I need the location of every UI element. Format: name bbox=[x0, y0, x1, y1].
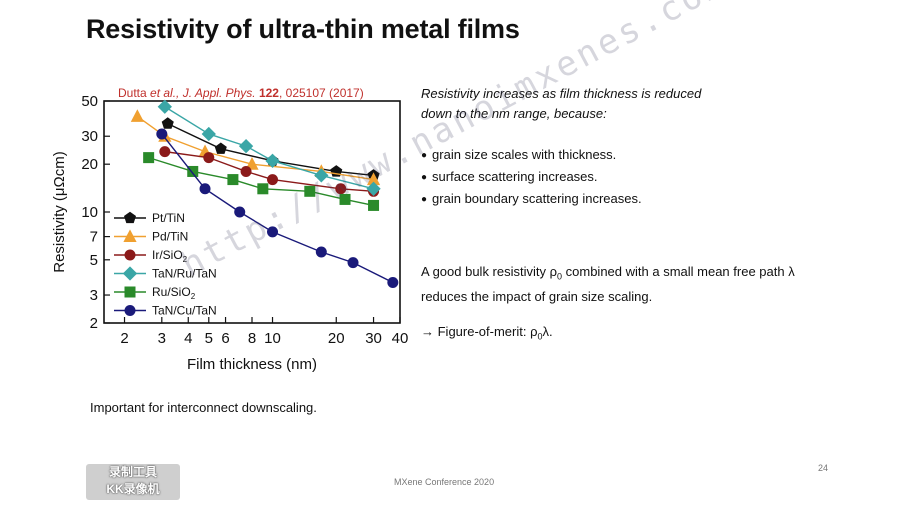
bulk-text-subscript: 0 bbox=[557, 271, 563, 282]
legend-label: Pt/TiN bbox=[152, 211, 185, 225]
x-tick-label: 8 bbox=[248, 330, 256, 347]
x-tick-label: 40 bbox=[392, 330, 409, 347]
data-point bbox=[245, 157, 259, 170]
legend-marker bbox=[124, 211, 136, 224]
footer-conference: MXene Conference 2020 bbox=[394, 477, 495, 487]
citation-etal: et al. bbox=[150, 86, 177, 100]
y-tick-label: 10 bbox=[81, 204, 98, 221]
data-point bbox=[347, 257, 359, 269]
data-point bbox=[257, 183, 269, 195]
page-number: 24 bbox=[818, 463, 829, 473]
x-axis-label: Film thickness (nm) bbox=[187, 356, 317, 373]
x-tick-label: 4 bbox=[184, 330, 192, 347]
data-point bbox=[156, 128, 168, 140]
reason-list: grain size scales with thickness. surfac… bbox=[421, 145, 642, 211]
data-point bbox=[159, 146, 171, 158]
data-point bbox=[143, 152, 155, 164]
data-point bbox=[227, 174, 239, 186]
data-point bbox=[201, 126, 216, 142]
legend-label: Pd/TiN bbox=[152, 230, 188, 244]
data-point bbox=[214, 142, 227, 154]
y-tick-label: 3 bbox=[90, 287, 98, 304]
fom-subscript: 0 bbox=[537, 331, 543, 342]
legend-marker bbox=[122, 266, 138, 281]
data-point bbox=[161, 117, 174, 129]
recorder-watermark-badge: 录制工具 KK录像机 bbox=[86, 464, 180, 500]
y-tick-label: 30 bbox=[81, 128, 98, 145]
y-tick-label: 2 bbox=[90, 315, 98, 332]
data-point bbox=[366, 181, 381, 196]
badge-line: 录制工具 bbox=[108, 465, 157, 479]
x-tick-label: 6 bbox=[221, 330, 229, 347]
legend-marker bbox=[123, 229, 137, 242]
intro-text: Resistivity increases as film thickness … bbox=[421, 86, 702, 121]
y-tick-label: 50 bbox=[81, 93, 98, 110]
legend-label: Ru/SiO2 bbox=[152, 285, 196, 301]
data-point bbox=[267, 174, 279, 186]
data-point bbox=[203, 152, 215, 164]
legend-marker bbox=[124, 249, 136, 261]
data-point bbox=[314, 168, 329, 183]
x-tick-label: 2 bbox=[120, 330, 128, 347]
data-point bbox=[387, 276, 399, 288]
data-point bbox=[366, 172, 381, 186]
data-point bbox=[130, 109, 144, 122]
chart-citation: Dutta et al., J. Appl. Phys. 122, 025107… bbox=[118, 86, 364, 100]
data-point bbox=[234, 206, 246, 218]
data-point bbox=[339, 193, 351, 205]
x-tick-label: 10 bbox=[264, 330, 281, 347]
data-point bbox=[315, 246, 327, 258]
fom-text-part: → Figure-of-merit: ρ bbox=[421, 324, 538, 339]
citation-volume: 122 bbox=[258, 86, 279, 100]
important-note: Important for interconnect downscaling. bbox=[90, 400, 317, 415]
x-tick-label: 3 bbox=[158, 330, 166, 347]
data-point bbox=[267, 226, 279, 238]
bulk-text-part: combined with a small mean free path λ r… bbox=[421, 264, 795, 304]
y-tick-label: 20 bbox=[81, 156, 98, 173]
legend-label: TaN/Ru/TaN bbox=[152, 267, 217, 281]
data-point bbox=[238, 138, 254, 154]
legend-marker bbox=[124, 305, 136, 316]
x-tick-label: 5 bbox=[205, 330, 213, 347]
reason-item: surface scattering increases. bbox=[421, 167, 642, 189]
x-tick-label: 20 bbox=[328, 330, 345, 347]
citation-authors: Dutta bbox=[118, 86, 151, 100]
data-point bbox=[240, 165, 252, 177]
reason-item: grain boundary scattering increases. bbox=[421, 189, 642, 211]
legend: Pt/TiN Pd/TiN Ir/SiO2 TaN/Ru/TaN Ru/SiO2 TaN/… bbox=[114, 211, 217, 318]
badge-line: KK录像机 bbox=[106, 482, 160, 496]
y-tick-label: 7 bbox=[90, 229, 98, 246]
data-point bbox=[157, 99, 172, 114]
citation-journal: , J. Appl. Phys. bbox=[176, 86, 259, 100]
series-line bbox=[164, 106, 374, 190]
data-point bbox=[335, 183, 347, 195]
series-layer bbox=[130, 99, 399, 288]
data-point bbox=[199, 183, 211, 195]
legend-label: Ir/SiO2 bbox=[152, 248, 188, 264]
slide-title: Resistivity of ultra-thin metal films bbox=[86, 14, 520, 44]
reason-item: grain size scales with thickness. bbox=[421, 145, 642, 167]
y-axis-label: Resistivity (μΩcm) bbox=[51, 151, 68, 273]
legend-marker bbox=[124, 286, 136, 298]
x-tick-label: 30 bbox=[365, 330, 382, 347]
bulk-text-part: A good bulk resistivity ρ bbox=[421, 264, 558, 279]
data-point bbox=[187, 165, 199, 177]
figure-of-merit: → Figure-of-merit: ρ0λ. bbox=[421, 322, 553, 347]
legend-label: TaN/Cu/TaN bbox=[152, 304, 217, 318]
bulk-resistivity-text: A good bulk resistivity ρ0 combined with… bbox=[421, 262, 801, 307]
data-point bbox=[265, 153, 280, 168]
fom-text-part: λ. bbox=[542, 324, 553, 339]
data-point bbox=[304, 185, 316, 197]
y-tick-label: 5 bbox=[90, 252, 98, 269]
data-point bbox=[368, 199, 380, 211]
citation-rest: , 025107 (2017) bbox=[278, 86, 364, 100]
